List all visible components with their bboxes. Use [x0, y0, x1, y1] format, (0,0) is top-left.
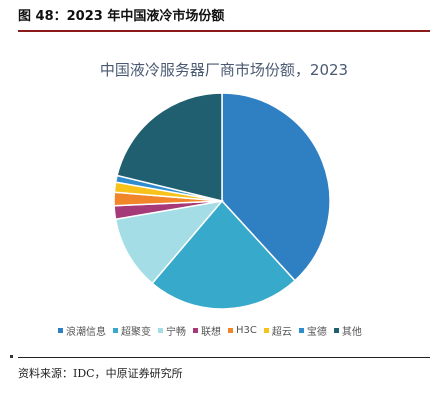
figure-header: 图 48：2023 年中国液冷市场份额 — [18, 6, 430, 32]
legend-item: H3C — [228, 325, 257, 336]
legend-label: 宁畅 — [166, 326, 186, 338]
legend-label: 其他 — [341, 326, 362, 338]
legend-item: 超聚变 — [113, 323, 151, 338]
legend-label: 联想 — [201, 326, 221, 338]
legend-swatch — [228, 327, 233, 333]
legend-label: 宝德 — [306, 326, 327, 338]
legend-item: 宁畅 — [158, 323, 186, 338]
legend-label: 超聚变 — [121, 326, 151, 338]
pie-slice-1 — [151, 199, 297, 310]
legend-item: 浪潮信息 — [58, 323, 106, 338]
chart-frame: 中国液冷服务器厂商市场份额，2023 浪潮信息 超聚变 宁畅 联想 H3C 超云 宝德 其他 — [18, 33, 430, 358]
pie-chart — [113, 92, 331, 310]
legend-item: 超云 — [263, 323, 292, 338]
legend-swatch — [58, 327, 63, 333]
legend-item: 其他 — [333, 323, 362, 338]
legend-label: 浪潮信息 — [66, 326, 106, 338]
header-rule — [18, 30, 430, 32]
legend-label: 超云 — [271, 326, 292, 338]
legend-swatch — [113, 327, 118, 333]
page-marker — [10, 355, 13, 358]
figure-header-text: 图 48：2023 年中国液冷市场份额 — [18, 9, 225, 24]
chart-legend: 浪潮信息 超聚变 宁畅 联想 H3C 超云 宝德 其他 — [58, 322, 398, 338]
legend-swatch — [193, 327, 198, 333]
legend-swatch — [333, 327, 339, 333]
chart-title: 中国液冷服务器厂商市场份额，2023 — [99, 61, 349, 79]
legend-item: 宝德 — [298, 323, 327, 338]
pie-slice-0 — [221, 92, 331, 282]
pie-slice-2 — [114, 199, 224, 285]
source-note: 资料来源：IDC，中原证券研究所 — [18, 367, 183, 380]
legend-item: 联想 — [193, 323, 221, 338]
pie-slice-7 — [116, 92, 223, 202]
legend-swatch — [298, 327, 304, 333]
legend-swatch — [158, 327, 163, 333]
legend-swatch — [263, 327, 269, 333]
legend-label: H3C — [236, 324, 257, 336]
